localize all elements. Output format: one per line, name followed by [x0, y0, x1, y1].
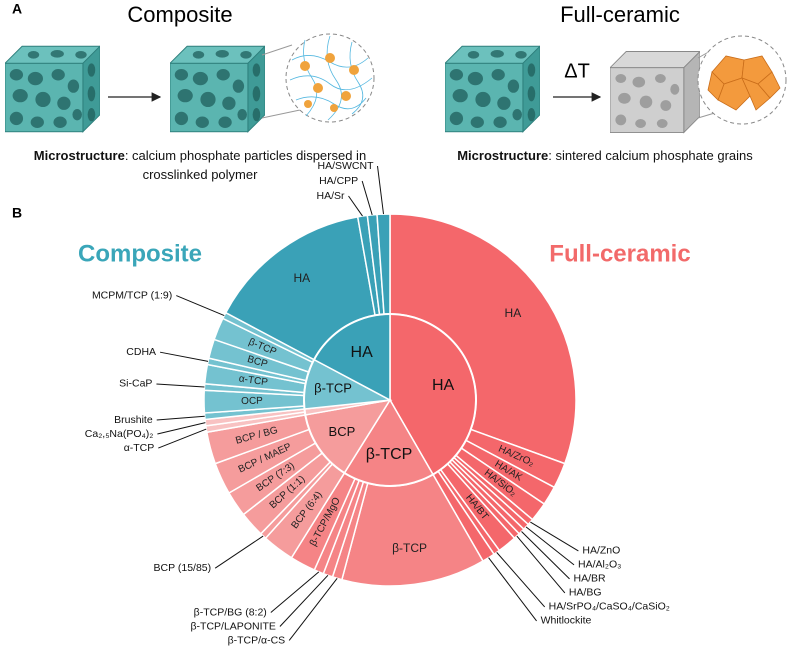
scaffold-illustration: [610, 51, 700, 133]
leader-line: [156, 383, 205, 388]
inner-label: HA: [432, 377, 455, 394]
outer-label: HA/BG: [569, 587, 602, 599]
outer-label: BCP (15/85): [154, 562, 212, 574]
outer-label: CDHA: [126, 346, 156, 358]
panel-title: Full-ceramic: [560, 2, 680, 27]
segment-label: OCP: [241, 396, 263, 407]
panel-label: B: [12, 205, 22, 221]
leader-line: [288, 578, 338, 641]
inner-label: β-TCP: [314, 380, 352, 395]
outer-label: HA/ZnO: [582, 545, 620, 557]
caption: Microstructure: sintered calcium phospha…: [440, 146, 770, 165]
outer-label: HA/Al₂O₃: [578, 559, 621, 571]
leader-line: [521, 531, 570, 580]
inner-label: BCP: [329, 424, 356, 439]
caption-label: Microstructure: [457, 148, 549, 163]
ceramic-microstructure: [697, 35, 787, 125]
caption-text: : sintered calcium phosphate grains: [548, 148, 753, 163]
inner-label: β-TCP: [366, 446, 413, 463]
scaffold-illustration: [445, 45, 540, 133]
leader-line: [496, 552, 546, 608]
group-title: Composite: [78, 240, 202, 267]
leader-line: [157, 422, 206, 435]
inner-label: HA: [351, 344, 374, 361]
panel-label: A: [12, 1, 22, 17]
leader-line: [348, 195, 363, 217]
outer-label: β-TCP/LAPONITE: [191, 620, 276, 632]
caption-text: : calcium phosphate particles dispersed …: [124, 148, 367, 182]
leader-line: [525, 526, 575, 566]
leader-line: [176, 295, 225, 317]
caption-label: Microstructure: [33, 148, 125, 163]
segment-label: β-TCP: [392, 541, 427, 555]
segment-label: α-TCP: [238, 373, 269, 388]
outer-label: HA/BR: [574, 573, 607, 585]
outer-label: HA/Sr: [316, 190, 345, 202]
outer-label: β-TCP/α-CS: [228, 634, 286, 646]
leader-line: [488, 557, 537, 622]
inner-ring: [303, 313, 477, 487]
composite-microstructure: [285, 33, 375, 123]
leader-line: [214, 535, 264, 569]
panel-title: Composite: [127, 2, 232, 27]
leader-line: [530, 521, 579, 552]
outer-label: HA/SWCNT: [318, 160, 375, 172]
outer-label: MCPM/TCP (1:9): [92, 289, 172, 301]
caption: Microstructure: calcium phosphate partic…: [0, 146, 400, 184]
zoom-line: [261, 44, 293, 56]
outer-label: Whitlockite: [541, 615, 592, 627]
leader-line: [516, 535, 566, 594]
leader-line: [361, 180, 373, 215]
leader-line: [159, 351, 209, 362]
outer-label: α-TCP: [124, 442, 155, 454]
outer-label: HA/SrPO₄/CaSO₄/CaSiO₂: [549, 601, 670, 613]
outer-label: Si-CaP: [119, 378, 152, 390]
zoom-line: [261, 109, 301, 119]
leader-line: [270, 571, 320, 613]
segment-label: HA: [505, 306, 522, 320]
scaffold-illustration: [5, 45, 100, 133]
outer-label: Brushite: [114, 414, 153, 426]
outer-label: HA/CPP: [319, 175, 358, 187]
scaffold-illustration: [170, 45, 265, 133]
leader-line: [377, 165, 385, 215]
group-title: Full-ceramic: [549, 240, 690, 267]
sunburst: HAHA/ZrO₂HA/AKHA/SiO₂HA/BTHAβ-TCPβ-TCP/M…: [78, 160, 691, 646]
outer-label: Ca₂,₅Na(PO₄)₂: [85, 428, 154, 440]
segment-label: HA: [293, 271, 310, 285]
leader-line: [279, 574, 329, 627]
leader-line: [156, 415, 205, 421]
leader-line: [158, 428, 207, 449]
outer-label: β-TCP/BG (8:2): [194, 606, 267, 618]
heat-label: ΔT: [564, 60, 590, 82]
